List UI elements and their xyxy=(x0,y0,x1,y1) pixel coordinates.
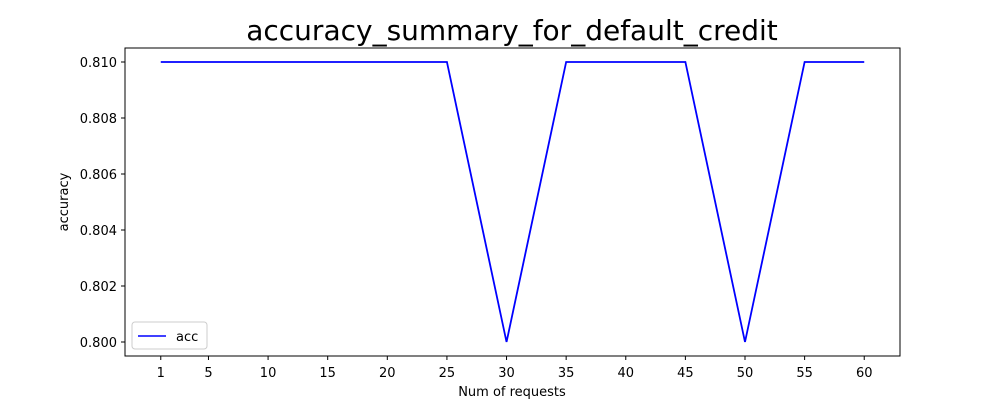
series-line-acc xyxy=(160,61,865,343)
y-tick-label: 0.808 xyxy=(80,112,117,127)
x-tick-label: 55 xyxy=(796,366,813,381)
x-tick-label: 15 xyxy=(319,366,336,381)
x-tick-label: 1 xyxy=(157,366,165,381)
x-tick-label: 35 xyxy=(558,366,575,381)
y-axis: 0.800 0.802 0.804 0.806 0.808 0.810 xyxy=(80,56,125,351)
x-axis: 1 5 10 15 20 25 30 35 40 45 50 55 60 xyxy=(157,356,873,381)
y-tick-label: 0.810 xyxy=(80,56,117,71)
x-tick-label: 45 xyxy=(677,366,694,381)
x-tick-label: 30 xyxy=(498,366,515,381)
x-tick-label: 60 xyxy=(856,366,873,381)
y-tick-label: 0.802 xyxy=(80,280,117,295)
x-tick-label: 10 xyxy=(260,366,277,381)
x-tick-label: 40 xyxy=(617,366,634,381)
x-tick-label: 50 xyxy=(737,366,754,381)
x-axis-label: Num of requests xyxy=(458,385,566,400)
legend-label-acc: acc xyxy=(176,330,198,345)
y-tick-label: 0.806 xyxy=(80,168,117,183)
y-tick-label: 0.800 xyxy=(80,336,117,351)
y-axis-label: accuracy xyxy=(57,172,72,231)
chart-title: accuracy_summary_for_default_credit xyxy=(246,14,778,47)
legend-box xyxy=(131,321,208,350)
x-tick-label: 25 xyxy=(439,366,456,381)
x-tick-label: 5 xyxy=(204,366,212,381)
y-tick-label: 0.804 xyxy=(80,224,117,239)
legend: acc xyxy=(131,321,208,350)
plot-area xyxy=(124,47,901,357)
series-layer xyxy=(160,61,865,343)
x-tick-label: 20 xyxy=(379,366,396,381)
